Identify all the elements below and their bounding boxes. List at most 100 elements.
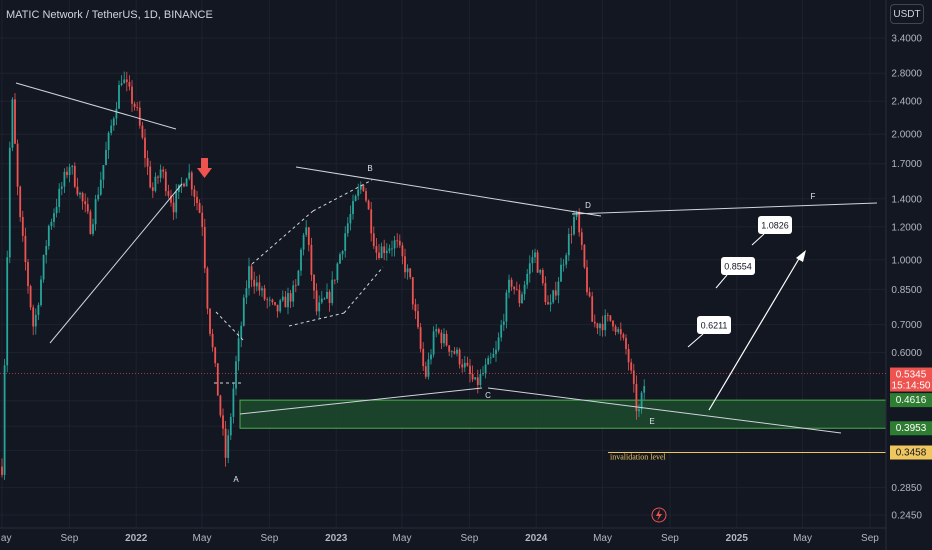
x-tick-label: Sep	[260, 533, 278, 544]
candle-body	[58, 188, 61, 207]
candle-body	[219, 395, 222, 416]
target-label: 0.8554	[724, 262, 752, 272]
candle-body	[11, 99, 14, 148]
signal-arrow	[201, 158, 208, 168]
candle-body	[245, 288, 248, 298]
candle-body	[448, 345, 451, 352]
x-tick-label: Sep	[861, 533, 879, 544]
candle-body	[250, 266, 253, 280]
candle-body	[115, 108, 118, 119]
candle-body	[89, 211, 92, 234]
candle-body	[502, 321, 505, 325]
candle-body	[346, 223, 349, 234]
candle-body	[625, 337, 627, 350]
candle-body	[588, 292, 591, 297]
candle-body	[500, 324, 503, 338]
candle-body	[128, 82, 131, 87]
candle-body	[188, 172, 191, 179]
y-tick-label: 2.8000	[891, 69, 922, 80]
candle-body	[84, 201, 87, 205]
candle-body	[474, 377, 477, 380]
y-tick-label: 0.2850	[891, 483, 922, 494]
candle-body	[531, 257, 534, 264]
candle-body	[518, 289, 521, 304]
candle-body	[68, 167, 71, 176]
candle-body	[604, 315, 607, 331]
candle-body	[201, 212, 204, 227]
candle-body	[549, 302, 552, 305]
candle-body	[456, 349, 458, 354]
candle-body	[190, 172, 193, 190]
candle-body	[107, 132, 110, 150]
candle-body	[591, 296, 594, 322]
x-tick-label: May	[0, 533, 11, 544]
candle-body	[170, 195, 172, 203]
candle-body	[19, 186, 22, 218]
candle-body	[510, 279, 513, 287]
candle-body	[102, 165, 105, 180]
candle-body	[552, 290, 555, 303]
candle-body	[612, 320, 614, 327]
candle-body	[599, 323, 601, 329]
candle-body	[466, 362, 469, 366]
candle-body	[638, 409, 640, 412]
candle-body	[21, 217, 24, 236]
candle-body	[409, 268, 412, 278]
wave-label: D	[585, 201, 591, 210]
candle-body	[310, 244, 313, 275]
target-callout	[697, 316, 731, 334]
candle-body	[55, 206, 58, 214]
candle-body	[76, 186, 79, 195]
lightning-icon	[651, 507, 667, 523]
candle-body	[443, 333, 445, 344]
candle-body	[138, 107, 141, 126]
candle-body	[515, 289, 518, 290]
candle-body	[528, 263, 531, 274]
zone-rect	[239, 399, 887, 429]
candle-body	[292, 285, 295, 302]
candle-body	[300, 249, 302, 271]
y-tick-label: 0.8500	[891, 285, 922, 296]
x-tick-label: 2023	[325, 533, 348, 544]
candle-body	[320, 298, 323, 303]
candle-body	[570, 234, 573, 235]
candle-body	[271, 299, 274, 303]
candle-body	[450, 351, 453, 352]
candle-body	[32, 307, 35, 327]
candle-body	[258, 282, 261, 291]
candle-body	[606, 315, 609, 317]
time-axis[interactable]: May Sep 2022 May Sep 2023 May Sep 2024 May Sep 2025…	[0, 533, 879, 544]
candle-body	[42, 254, 45, 280]
candle-body	[24, 235, 27, 263]
candle-body	[383, 246, 386, 254]
candle-body	[185, 178, 188, 187]
candle-body	[141, 125, 144, 138]
candle-body	[151, 187, 154, 191]
candle-body	[378, 252, 380, 259]
candle-body	[523, 284, 526, 295]
candle-body	[154, 176, 157, 191]
candle-body	[547, 302, 549, 305]
wave-label: F	[811, 192, 816, 201]
candle-body	[359, 184, 362, 190]
support-zone: invalidation level	[239, 399, 887, 462]
candle-body	[643, 386, 646, 393]
candle-body	[94, 199, 97, 225]
candle-body	[71, 165, 74, 168]
candle-body	[440, 332, 443, 344]
candle-body	[489, 357, 492, 359]
axis-unit-button[interactable]: USDT	[890, 4, 924, 24]
candle-body	[476, 377, 479, 386]
candle-body	[112, 118, 115, 126]
candle-body	[445, 333, 448, 346]
candle-body	[297, 270, 300, 286]
forecast-arrow-head	[796, 250, 806, 262]
candle-body	[193, 189, 196, 197]
candle-body	[414, 304, 417, 312]
candle-body	[157, 176, 159, 178]
candle-body	[99, 179, 102, 195]
candle-body	[105, 149, 107, 166]
candle-body	[617, 329, 620, 332]
